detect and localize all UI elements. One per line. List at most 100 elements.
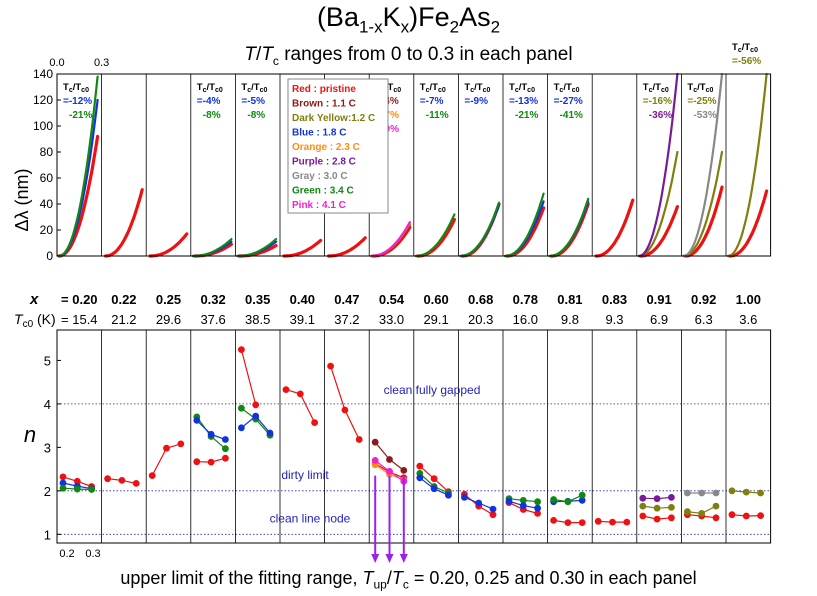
top-y-tick-label: 60 <box>40 171 54 185</box>
n-point-gray <box>684 489 691 497</box>
n-point-blue <box>519 502 527 509</box>
n-point-blue <box>475 499 483 507</box>
n-point-blue <box>505 497 513 505</box>
n-point-red <box>757 512 764 519</box>
n-point-red <box>207 458 215 466</box>
top-y-tick-label: 140 <box>33 67 53 81</box>
tc-suppression-value: -8% <box>247 110 265 121</box>
tc-suppression-value: -53% <box>693 110 716 121</box>
n-point-blue <box>222 436 229 443</box>
n-point-red <box>177 440 185 448</box>
n-point-red <box>534 510 541 517</box>
delta-lambda-curve-green <box>503 192 545 258</box>
bottom-y-axis-label: n <box>24 422 36 447</box>
n-point-blue <box>578 497 586 504</box>
n-point-green <box>238 404 245 412</box>
delta-lambda-curve-red <box>103 188 144 258</box>
legend-entry: Orange : 2.3 C <box>292 142 360 153</box>
n-panel-0.47 <box>327 362 363 443</box>
delta-lambda-curve-gray <box>682 72 724 258</box>
bottom-y-tick-label: 3 <box>44 440 51 455</box>
delta-lambda-curve-red <box>460 202 501 258</box>
tc0-value: 9.8 <box>561 312 579 327</box>
n-point-red <box>222 454 229 462</box>
n-point-green <box>550 496 557 503</box>
n-point-purple <box>653 495 661 503</box>
n-point-green <box>88 486 95 493</box>
x-doping-value: 0.32 <box>200 292 225 307</box>
top-panel-1.00 <box>726 72 769 258</box>
x-doping-value: 0.68 <box>468 292 493 307</box>
delta-lambda-curve-red <box>57 134 100 258</box>
n-point-red <box>252 401 260 409</box>
n-panel-0.83 <box>594 517 631 526</box>
top-panel-0.35 <box>236 238 278 258</box>
n-panel-0.22 <box>104 475 140 487</box>
top-y-tick-label: 0 <box>46 249 53 263</box>
tc-ratio-header: Tc/Tc0 <box>643 82 669 94</box>
n-point-red <box>132 480 140 487</box>
legend-box <box>287 78 389 214</box>
legend-entry: Brown : 1.1 C <box>292 99 356 110</box>
delta-lambda-curve-pink <box>370 221 411 258</box>
top-panel-0.54 <box>370 221 412 258</box>
n-panel-0.54 <box>371 438 408 485</box>
n-point-red <box>104 475 111 483</box>
n-point-red <box>564 519 572 526</box>
n-point-brown <box>400 467 408 474</box>
reference-line-label: dirty limit <box>281 468 329 482</box>
tc-suppression-value: -21% <box>69 110 92 121</box>
n-point-red <box>594 517 602 525</box>
figure-subtitle: T/Tc ranges from 0 to 0.3 in each panel <box>244 44 573 68</box>
tc0-label: Tc0 (K) <box>14 311 56 330</box>
top-panel-0.25 <box>148 232 189 258</box>
x-doping-value: 0.54 <box>379 292 405 307</box>
fit-range-arrowhead <box>385 554 394 563</box>
tc-suppression-value: -8% <box>203 110 221 121</box>
top-panel-0.20 <box>57 75 100 258</box>
delta-lambda-curve-green <box>57 75 99 258</box>
delta-lambda-curve-red <box>728 189 769 258</box>
tc-ratio-header: Tc/Tc0 <box>509 82 535 94</box>
top-panel-0.83 <box>594 198 635 258</box>
n-point-red <box>327 362 334 370</box>
x-doping-value: 0.91 <box>646 292 671 307</box>
n-panel-0.91 <box>639 494 675 523</box>
n-point-blue <box>193 417 201 424</box>
n-point-blue <box>461 494 468 501</box>
bottom-y-tick-label: 4 <box>44 397 51 412</box>
tc-ratio-header: Tc/Tc0 <box>420 82 446 94</box>
n-point-green <box>73 485 81 493</box>
tc-ratio-header: Tc/Tc0 <box>241 82 267 94</box>
delta-lambda-curve-red <box>282 238 323 258</box>
n-point-red <box>742 512 750 520</box>
bottom-y-tick-label: 5 <box>44 353 51 368</box>
delta-lambda-curve-green <box>459 201 501 258</box>
n-point-purple <box>668 494 675 501</box>
legend-entry: Pink : 4.1 C <box>292 200 346 211</box>
bottom-x-tick-label: 0.2 <box>59 548 74 560</box>
n-point-red <box>623 518 631 526</box>
n-point-red <box>193 458 201 466</box>
n-panel-0.35 <box>238 346 274 439</box>
top-x-tick-label: 0.0 <box>49 57 64 69</box>
tc-ratio-header: Tc/Tc0 <box>197 82 223 94</box>
top-y-axis-label: Δλ (nm) <box>12 168 32 231</box>
top-legend: Red : pristine Brown : 1.1 C Dark Yellow:1… <box>287 78 389 214</box>
n-point-olive <box>712 502 720 510</box>
reference-line-label: clean line node <box>270 511 351 525</box>
n-point-red <box>355 436 363 443</box>
tc-suppression-value: -21% <box>515 110 538 121</box>
n-point-green <box>59 484 67 492</box>
n-point-blue <box>534 504 541 512</box>
legend-entry: Green : 3.4 C <box>292 186 354 197</box>
delta-lambda-curve-red <box>639 205 680 258</box>
n-point-blue <box>238 424 245 432</box>
n-point-olive <box>653 504 661 512</box>
n-point-red <box>282 386 290 393</box>
bottom-chart: 1 2 3 4 5 n 0.2 0.3 clean fully gapped dirty limi… <box>24 329 772 563</box>
tc-suppression-value: -9% <box>381 124 399 135</box>
top-panel-0.92 <box>682 72 724 258</box>
top-panel-0.60 <box>414 213 456 258</box>
